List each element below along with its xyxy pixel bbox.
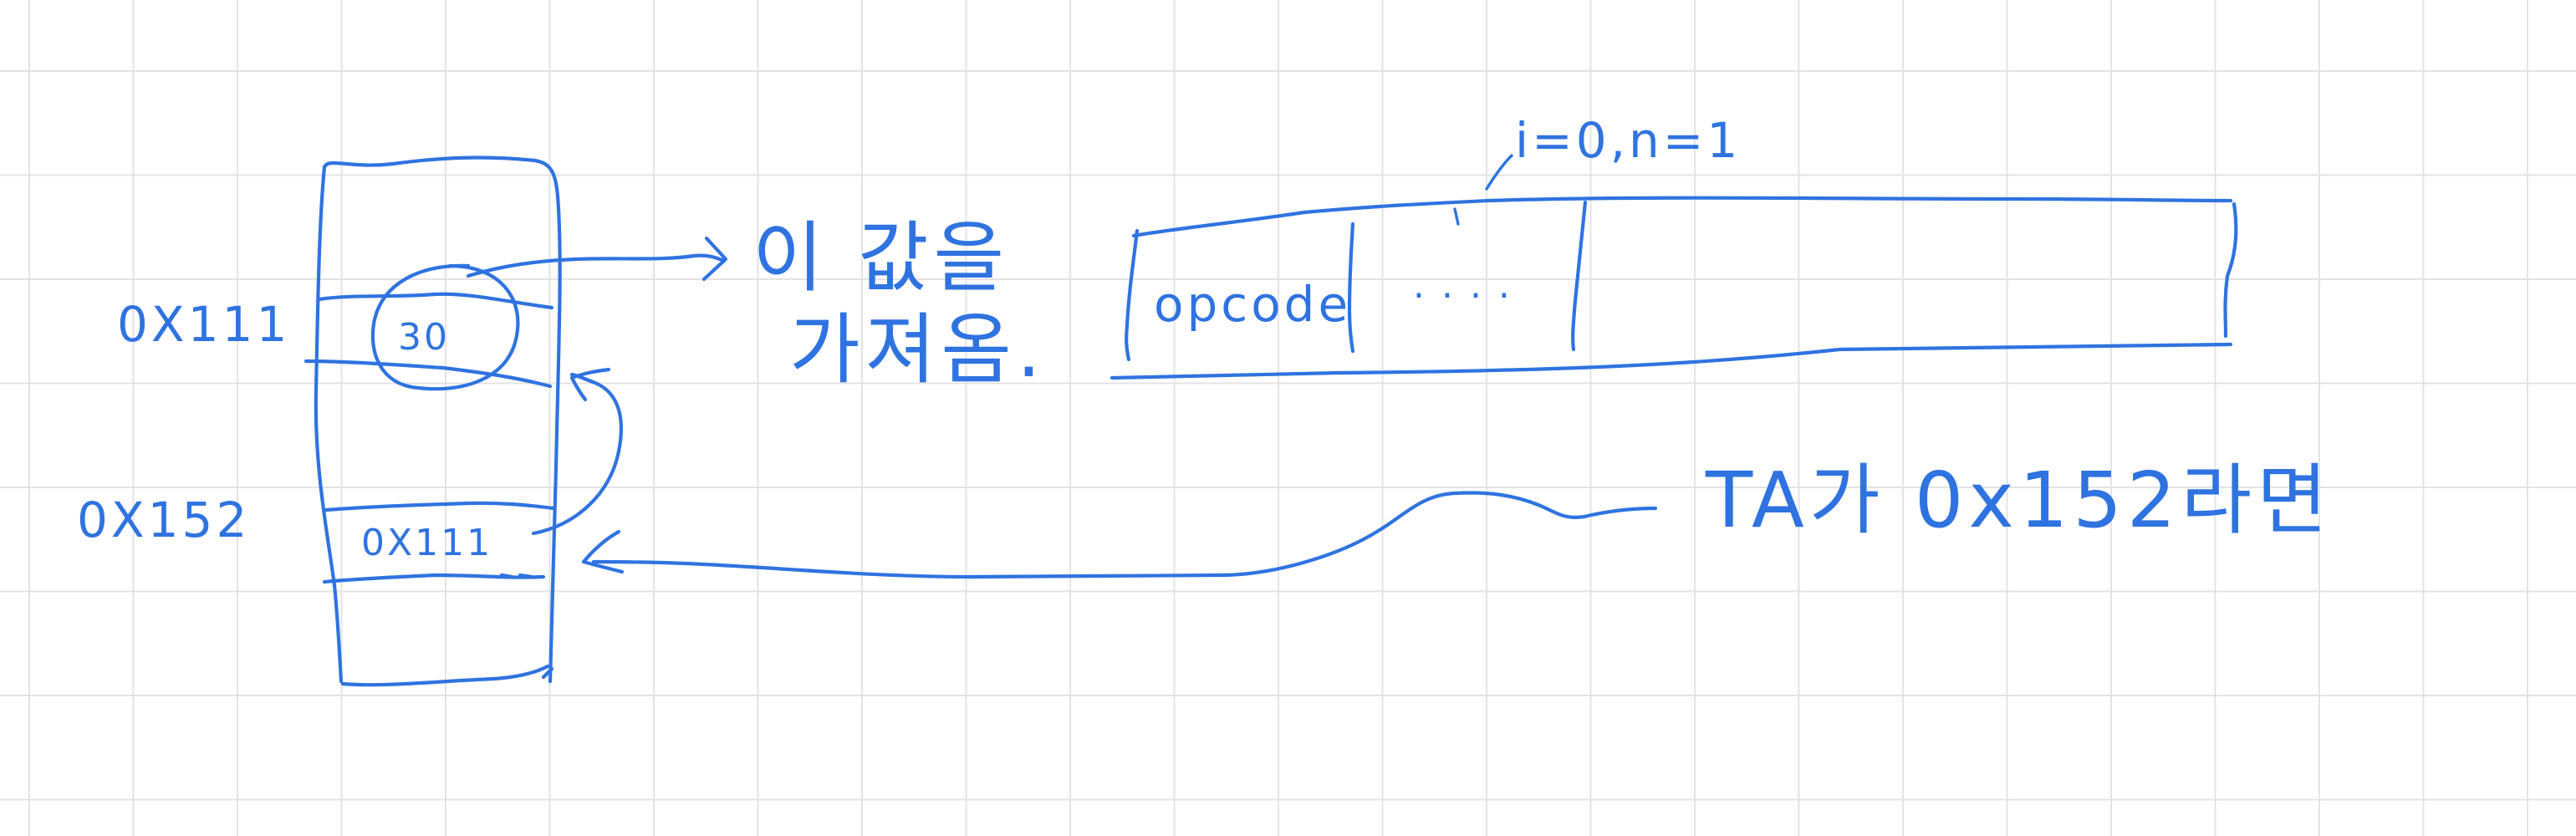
- memory-column: [314, 155, 562, 687]
- memory-column-left-edge: [314, 165, 344, 684]
- arrow-ta-head: [581, 529, 625, 574]
- cell-pointer-text: 0X111: [361, 522, 492, 564]
- cell-top-upper-line: [317, 292, 554, 310]
- instruction-divider-1: [1347, 222, 1355, 354]
- ta-note: TA가 0x152라면: [1705, 456, 2333, 545]
- note-value-line1: 이 값을: [752, 213, 1009, 303]
- arrow-ta-to-address: [581, 491, 1658, 579]
- memory-cell-bottom: [322, 501, 556, 584]
- address-label-0x152: 0X152: [77, 492, 250, 548]
- memory-cell-top: [304, 263, 554, 391]
- cell-value-text: 30: [398, 316, 450, 359]
- cell-bottom-upper-line: [324, 501, 556, 512]
- instruction-dots: . . . .: [1413, 264, 1512, 307]
- cell-top-lower-line: [304, 359, 553, 389]
- arrow-value-head: [701, 236, 728, 282]
- note-value-line2: 가져옴.: [789, 305, 1046, 395]
- address-label-0x111: 0X111: [117, 296, 290, 353]
- arrow-value-to-note: [466, 236, 728, 282]
- instruction-format-box: [1109, 196, 2238, 380]
- instruction-opcode-field: opcode: [1154, 276, 1351, 333]
- instruction-note: i=0,n=1: [1515, 112, 1741, 169]
- instruction-divider-2: [1571, 200, 1588, 352]
- instruction-box-bottom: [1109, 342, 2233, 380]
- instruction-box-top: [1131, 196, 2233, 238]
- arrow-pointer-head: [569, 367, 611, 402]
- arrow-pointer-curve: [531, 372, 623, 536]
- instruction-note-leader: [1485, 154, 1513, 191]
- instruction-box-left: [1125, 228, 1140, 362]
- arrow-ta-line: [591, 491, 1658, 579]
- instruction-box-right: [2223, 201, 2238, 339]
- value-circle: [370, 263, 520, 391]
- memory-column-bottom-edge: [340, 664, 550, 687]
- arrow-value-line: [466, 253, 727, 278]
- memory-column-outline: [322, 155, 562, 684]
- arrow-pointer-to-cell: [531, 367, 623, 536]
